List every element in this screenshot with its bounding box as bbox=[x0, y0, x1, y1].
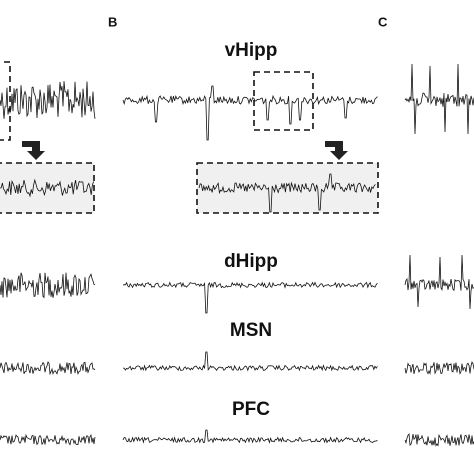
trace bbox=[0, 178, 94, 198]
trace bbox=[122, 85, 378, 141]
trace bbox=[404, 361, 474, 375]
trace bbox=[198, 173, 376, 213]
trace bbox=[0, 433, 96, 446]
zoom-box bbox=[253, 71, 314, 131]
panel-label: C bbox=[378, 14, 388, 29]
trace bbox=[0, 361, 96, 376]
region-label: vHipp bbox=[225, 40, 278, 61]
zoom-box bbox=[0, 61, 11, 141]
trace bbox=[122, 429, 378, 444]
region-label: dHipp bbox=[224, 251, 278, 272]
trace bbox=[0, 81, 96, 119]
trace bbox=[404, 432, 474, 447]
inset-box bbox=[196, 162, 379, 214]
inset-box bbox=[0, 162, 95, 214]
trace bbox=[404, 63, 474, 135]
arrow bbox=[325, 141, 348, 160]
trace bbox=[0, 272, 96, 299]
region-label: MSN bbox=[230, 320, 272, 341]
region-label: PFC bbox=[232, 399, 270, 420]
arrow bbox=[22, 141, 45, 160]
trace bbox=[404, 254, 474, 310]
panel-label: B bbox=[108, 14, 117, 29]
trace bbox=[122, 281, 378, 314]
trace bbox=[122, 351, 378, 372]
traces bbox=[0, 63, 474, 447]
